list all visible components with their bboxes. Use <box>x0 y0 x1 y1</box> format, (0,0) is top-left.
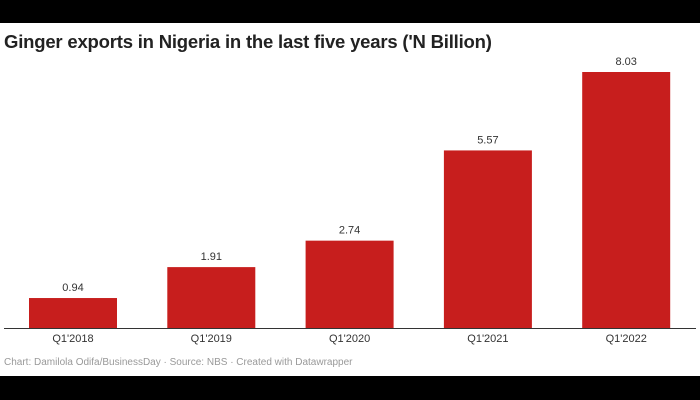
chart-footer: Chart: Damilola Odifa/BusinessDay · Sour… <box>4 357 353 368</box>
data-label: 2.74 <box>339 225 360 237</box>
bar <box>305 240 394 328</box>
data-label: 0.94 <box>62 282 83 294</box>
x-tick-label: Q1'2019 <box>191 333 232 345</box>
bottom-black-band <box>0 376 700 400</box>
data-label: 1.91 <box>201 251 222 263</box>
bar <box>29 298 117 328</box>
bar <box>443 150 532 328</box>
data-label: 5.57 <box>477 134 498 146</box>
x-tick-label: Q1'2018 <box>52 333 93 345</box>
x-tick-label: Q1'2020 <box>329 333 370 345</box>
chart-title: Ginger exports in Nigeria in the last fi… <box>4 31 492 52</box>
bar <box>582 72 671 328</box>
data-label: 8.03 <box>615 56 636 68</box>
x-tick-label: Q1'2022 <box>606 333 647 345</box>
bar <box>167 267 256 328</box>
x-tick-label: Q1'2021 <box>467 333 508 345</box>
top-black-band <box>0 0 700 23</box>
